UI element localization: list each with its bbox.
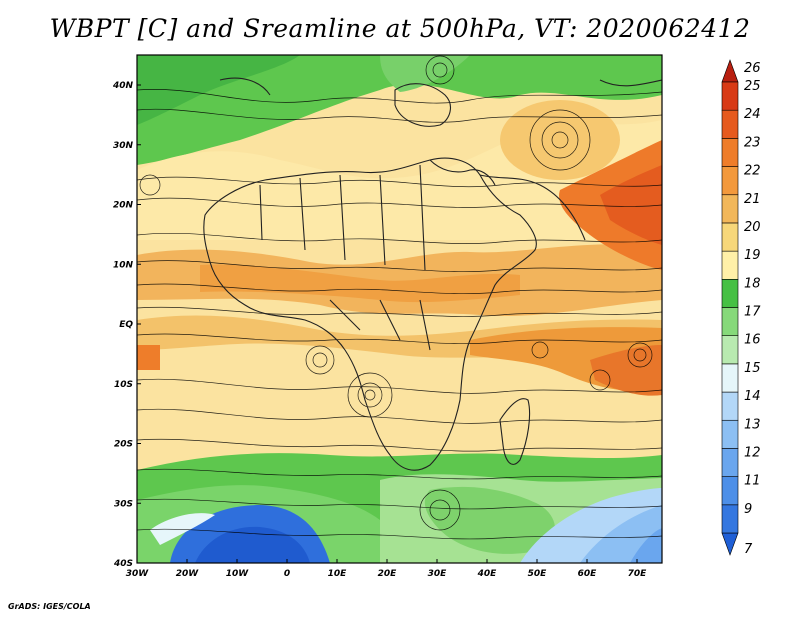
longitude-axis: 30W 20W 10W 0 10E 20E 30E 40E 50E 60E 70E	[126, 559, 647, 579]
lon-tick-label: 50E	[528, 569, 548, 579]
colorbar-label: 24	[744, 107, 761, 122]
colorbar-swatch	[721, 81, 739, 111]
colorbar-swatch	[721, 448, 739, 477]
lat-tick-label: 10S	[114, 380, 133, 390]
lon-tick-label: 10W	[226, 569, 250, 579]
colorbar-label: 16	[744, 333, 761, 348]
colorbar-swatch	[721, 504, 739, 534]
colorbar-label: 13	[744, 417, 761, 432]
colorbar-label: 14	[744, 389, 761, 404]
colorbar-label: 25	[744, 79, 761, 94]
colorbar: 7 9 11 12 13 14 15 16 17 18 19 20 21 22 23 24 25 26	[721, 59, 761, 557]
colorbar-label: 26	[744, 61, 761, 76]
colorbar-swatch	[721, 419, 739, 449]
lat-tick-label: EQ	[119, 320, 133, 330]
colorbar-swatch	[721, 335, 739, 365]
colorbar-label: 21	[744, 192, 761, 207]
lon-tick-label: 20W	[176, 569, 200, 579]
colorbar-label: 12	[744, 445, 761, 460]
lat-tick-label: 20S	[114, 440, 133, 450]
lat-tick-label: 20N	[113, 201, 134, 211]
streamlines	[137, 55, 662, 540]
colorbar-label: 7	[744, 542, 753, 557]
map-frame	[136, 54, 663, 564]
lon-tick-label: 60E	[578, 569, 598, 579]
lon-tick-label: 30E	[428, 569, 448, 579]
colorbar-label: 18	[744, 276, 761, 291]
lat-tick-label: 10N	[113, 260, 134, 270]
colorbar-swatch	[721, 307, 739, 336]
lat-tick-label: 30N	[113, 141, 134, 151]
colorbar-swatch	[721, 166, 739, 196]
lon-tick-label: 70E	[628, 569, 648, 579]
lon-tick-label: 30W	[126, 569, 150, 579]
colorbar-label: 9	[744, 502, 752, 517]
colorbar-swatch	[721, 250, 739, 280]
colorbar-swatch	[721, 109, 739, 139]
colorbar-bottom-arrow	[721, 532, 739, 556]
footer-credit: GrADS: IGES/COLA	[8, 602, 91, 611]
lon-tick-label: 10E	[328, 569, 348, 579]
colorbar-swatch	[721, 194, 739, 224]
colorbar-swatch	[721, 279, 739, 308]
colorbar-swatch	[721, 391, 739, 421]
colorbar-swatch	[721, 363, 739, 393]
colorbar-label: 17	[744, 305, 761, 320]
colorbar-top-arrow	[721, 59, 739, 83]
colorbar-swatch	[721, 476, 739, 506]
colorbar-label: 11	[744, 474, 761, 489]
lon-tick-label: 20E	[378, 569, 398, 579]
colorbar-label: 23	[744, 135, 761, 150]
lon-tick-label: 0	[284, 569, 290, 579]
wbpt-field	[137, 55, 662, 563]
colorbar-swatch	[721, 222, 739, 252]
lat-tick-label: 40N	[112, 81, 134, 91]
lat-tick-label: 40S	[113, 559, 133, 569]
colorbar-swatch	[721, 138, 739, 167]
lat-tick-label: 30S	[114, 499, 133, 509]
lon-tick-label: 40E	[477, 569, 498, 579]
coastlines	[203, 77, 662, 471]
colorbar-label: 15	[744, 361, 761, 376]
plot-title: WBPT [C] and Sreamline at 500hPa, VT: 20…	[49, 14, 751, 43]
colorbar-label: 20	[744, 220, 761, 235]
latitude-axis: 40N 30N 20N 10N EQ 10S 20S 30S 40S	[112, 81, 141, 569]
colorbar-label: 22	[744, 164, 761, 179]
colorbar-label: 19	[744, 248, 761, 263]
